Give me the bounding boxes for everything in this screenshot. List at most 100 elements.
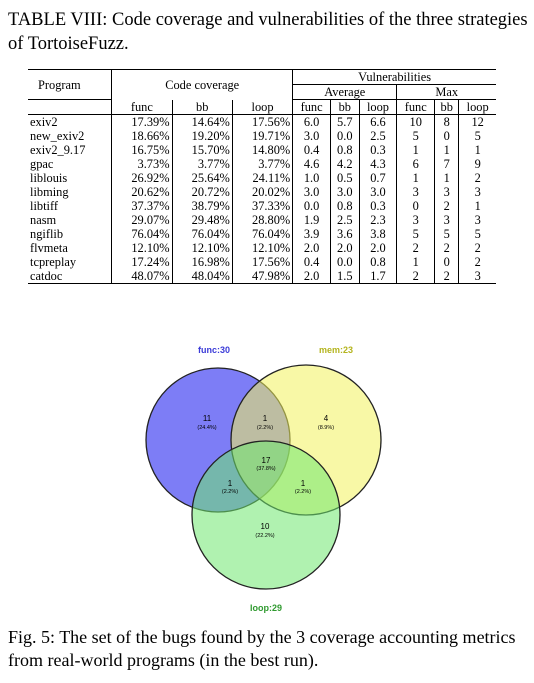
avg-vuln-cell: 3.8 — [358, 227, 397, 241]
avg-vuln-cell: 3.0 — [358, 185, 397, 199]
table-caption: TABLE VIII: Code coverage and vulnerabil… — [8, 10, 528, 54]
all-three-pct: (37.8%) — [256, 466, 275, 472]
coverage-cell: 24.11% — [231, 171, 293, 185]
max-vuln-cell: 2 — [396, 269, 435, 284]
program-cell: ngiflib — [30, 227, 64, 241]
max-vuln-cell: 7 — [434, 157, 459, 171]
header-avg-loop: loop — [358, 99, 397, 115]
avg-vuln-cell: 6.6 — [358, 114, 397, 129]
header-max-bb: bb — [434, 99, 459, 115]
program-cell: nasm — [30, 213, 57, 227]
figure-caption: Fig. 5: The set of the bugs found by the… — [8, 627, 516, 670]
max-vuln-cell: 3 — [458, 185, 496, 199]
max-vuln-cell: 1 — [396, 255, 435, 269]
func-loop-pct: (2.2%) — [222, 489, 238, 495]
func-only-pct: (24.4%) — [197, 425, 216, 431]
avg-vuln-cell: 0.8 — [329, 143, 360, 157]
coverage-cell: 20.62% — [111, 185, 173, 199]
avg-vuln-cell: 6.0 — [292, 114, 331, 129]
coverage-cell: 17.39% — [111, 114, 173, 129]
header-max: Max — [396, 84, 496, 100]
avg-vuln-cell: 0.8 — [358, 255, 397, 269]
table-row: libming 20.62% 20.72% 20.02% 3.0 3.0 3.0 3 3 3 — [28, 185, 496, 199]
avg-vuln-cell: 2.5 — [358, 129, 397, 143]
func-mem-count: 1 — [263, 414, 268, 423]
header-cov-func: func — [111, 99, 173, 115]
coverage-cell: 47.98% — [231, 269, 293, 284]
max-vuln-cell: 2 — [434, 269, 459, 284]
max-vuln-cell: 3 — [396, 213, 435, 227]
avg-vuln-cell: 3.6 — [329, 227, 360, 241]
func-loop-count: 1 — [228, 479, 233, 488]
coverage-cell: 19.71% — [231, 129, 293, 143]
coverage-cell: 3.73% — [111, 157, 173, 171]
coverage-cell: 28.80% — [231, 213, 293, 227]
coverage-cell: 16.98% — [171, 255, 233, 269]
avg-vuln-cell: 0.4 — [292, 255, 331, 269]
avg-vuln-cell: 0.5 — [329, 171, 360, 185]
avg-vuln-cell: 0.3 — [358, 143, 397, 157]
coverage-table: Program Code coverage Vulnerabilities Av… — [28, 69, 496, 284]
avg-vuln-cell: 1.0 — [292, 171, 331, 185]
coverage-cell: 17.56% — [231, 114, 293, 129]
max-vuln-cell: 10 — [396, 114, 435, 129]
mem-only-count: 4 — [324, 414, 329, 423]
program-cell: gpac — [30, 157, 54, 171]
avg-vuln-cell: 3.0 — [292, 185, 331, 199]
coverage-cell: 18.66% — [111, 129, 173, 143]
header-code-coverage: Code coverage — [111, 69, 293, 100]
coverage-cell: 17.56% — [231, 255, 293, 269]
header-max-func: func — [396, 99, 435, 115]
program-cell: exiv2_9.17 — [30, 143, 86, 157]
max-vuln-cell: 3 — [396, 185, 435, 199]
func-only-count: 11 — [203, 414, 212, 423]
coverage-table-body: exiv2 17.39% 14.64% 17.56% 6.0 5.7 6.6 10 8 12 new… — [28, 114, 496, 284]
coverage-cell: 3.77% — [171, 157, 233, 171]
header-max-loop: loop — [458, 99, 496, 115]
table-row: exiv2 17.39% 14.64% 17.56% 6.0 5.7 6.6 10 8 12 — [28, 114, 496, 129]
venn-diagram: func:30 mem:23 loop:29 11 (24.4%) 4 (8.9… — [145, 345, 382, 613]
table-row: liblouis 26.92% 25.64% 24.11% 1.0 0.5 0.7 1 1 2 — [28, 171, 496, 185]
avg-vuln-cell: 0.0 — [329, 129, 360, 143]
max-vuln-cell: 5 — [458, 129, 496, 143]
table-row: exiv2_9.17 16.75% 15.70% 14.80% 0.4 0.8 0.3 1 1 1 — [28, 143, 496, 157]
table-row: nasm 29.07% 29.48% 28.80% 1.9 2.5 2.3 3 3 3 — [28, 213, 496, 227]
avg-vuln-cell: 0.7 — [358, 171, 397, 185]
program-cell: flvmeta — [30, 241, 68, 255]
max-vuln-cell: 2 — [458, 255, 496, 269]
loop-only-pct: (22.2%) — [255, 533, 274, 539]
coverage-cell: 19.20% — [171, 129, 233, 143]
max-vuln-cell: 3 — [458, 269, 496, 284]
coverage-cell: 14.64% — [171, 114, 233, 129]
mem-only-pct: (8.9%) — [318, 425, 334, 431]
avg-vuln-cell: 3.0 — [292, 129, 331, 143]
avg-vuln-cell: 1.9 — [292, 213, 331, 227]
coverage-cell: 29.07% — [111, 213, 173, 227]
loop-set-label: loop:29 — [250, 603, 282, 613]
avg-vuln-cell: 2.0 — [329, 241, 360, 255]
coverage-cell: 14.80% — [231, 143, 293, 157]
avg-vuln-cell: 3.0 — [329, 185, 360, 199]
max-vuln-cell: 1 — [458, 199, 496, 213]
max-vuln-cell: 2 — [396, 241, 435, 255]
coverage-cell: 37.37% — [111, 199, 173, 213]
max-vuln-cell: 1 — [434, 171, 459, 185]
max-vuln-cell: 9 — [458, 157, 496, 171]
avg-vuln-cell: 0.0 — [292, 199, 331, 213]
avg-vuln-cell: 4.6 — [292, 157, 331, 171]
avg-vuln-cell: 1.5 — [329, 269, 360, 284]
mem-set-label: mem:23 — [319, 345, 353, 355]
max-vuln-cell: 8 — [434, 114, 459, 129]
coverage-cell: 76.04% — [231, 227, 293, 241]
header-cov-bb: bb — [171, 99, 233, 115]
avg-vuln-cell: 4.2 — [329, 157, 360, 171]
header-average: Average — [292, 84, 397, 100]
header-avg-bb: bb — [329, 99, 360, 115]
program-cell: liblouis — [30, 171, 68, 185]
avg-vuln-cell: 1.7 — [358, 269, 397, 284]
max-vuln-cell: 12 — [458, 114, 496, 129]
avg-vuln-cell: 2.0 — [292, 241, 331, 255]
max-vuln-cell: 1 — [458, 143, 496, 157]
coverage-cell: 48.04% — [171, 269, 233, 284]
header-avg-func: func — [292, 99, 331, 115]
